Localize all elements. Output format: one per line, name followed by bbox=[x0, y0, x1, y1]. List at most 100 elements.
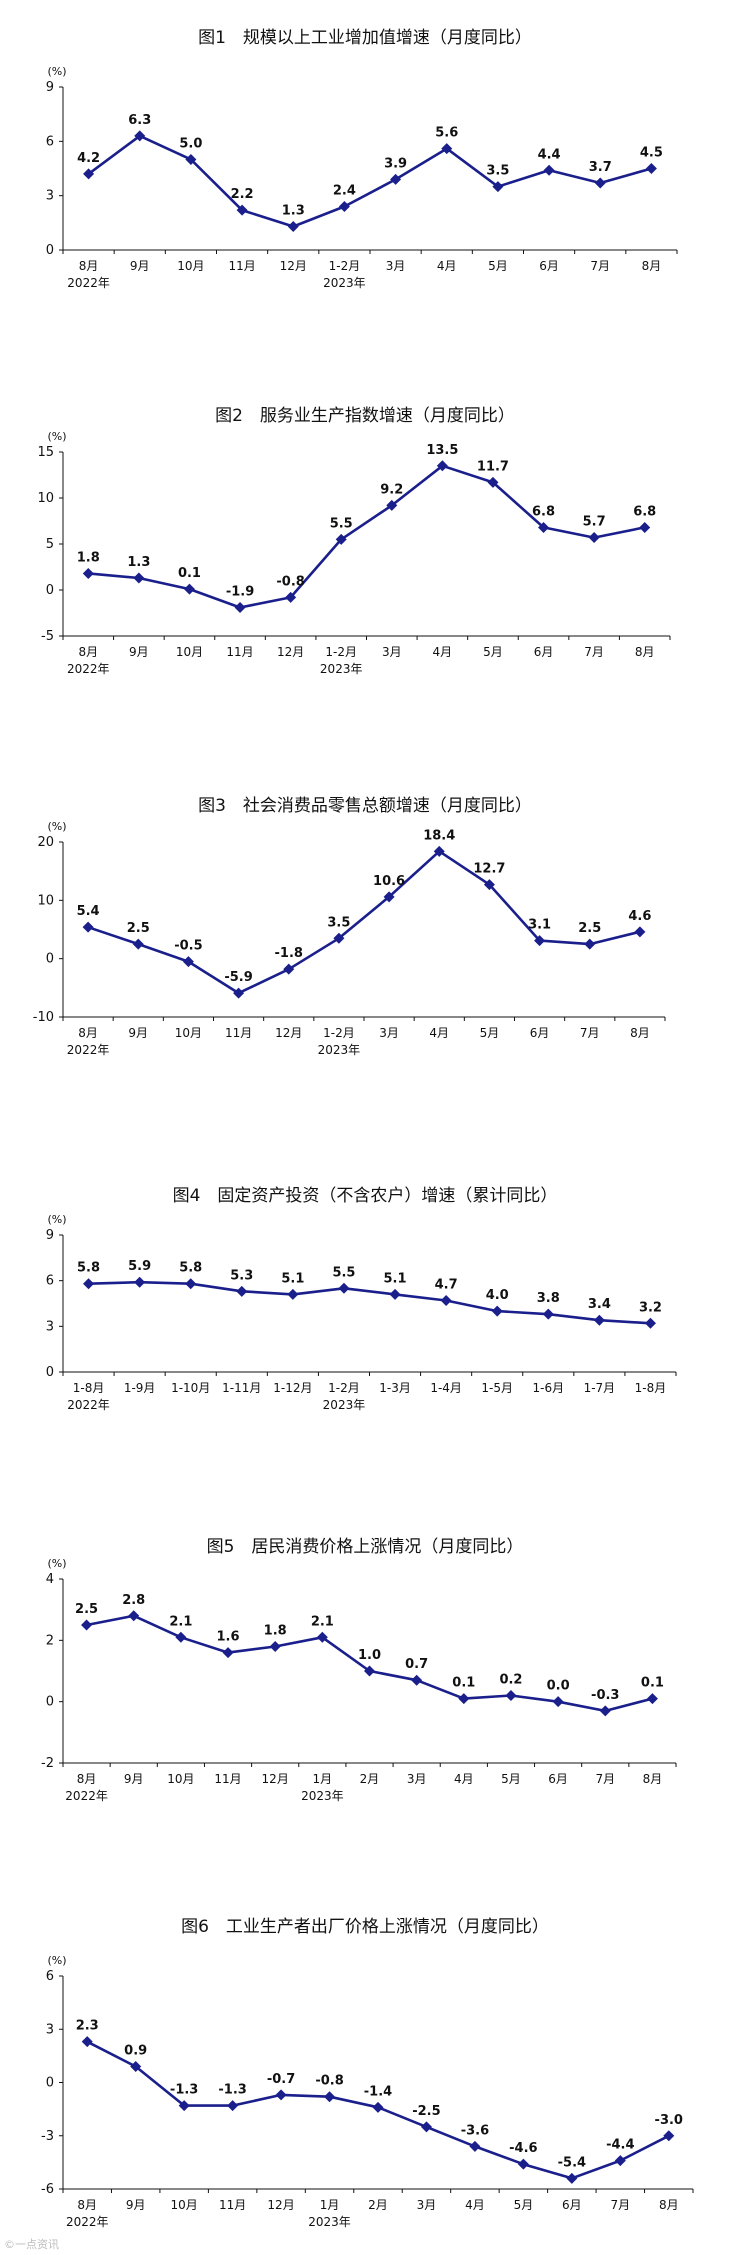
series-line bbox=[88, 464, 645, 609]
data-label: -3.6 bbox=[461, 2123, 489, 2138]
x-tick-label: 3月 bbox=[386, 259, 406, 273]
data-label: -0.7 bbox=[267, 2072, 295, 2087]
data-label: 2.5 bbox=[75, 1602, 98, 1617]
y-tick-label: 0 bbox=[46, 2076, 54, 2091]
x-tick-label: 1-10月 bbox=[171, 1381, 210, 1395]
data-label: 5.8 bbox=[179, 1261, 202, 1276]
chart-6: 图6 工业生产者出厂价格上涨情况（月度同比） (%) -6 -3 0 3 6 8月 9月 10月 1… bbox=[41, 1917, 694, 2229]
data-point bbox=[81, 2036, 93, 2048]
x-tick-label: 11月 bbox=[225, 1026, 252, 1040]
x-tick-label: 4月 bbox=[429, 1026, 449, 1040]
x-tick-label: 1-5月 bbox=[481, 1381, 513, 1395]
x-tick-label: 5月 bbox=[488, 259, 508, 273]
y-tick-label: 3 bbox=[46, 2022, 54, 2037]
x-tick-label: 1月 bbox=[313, 1772, 333, 1786]
x-tick-label: 8月 bbox=[643, 1772, 663, 1786]
y-tick-label: 3 bbox=[46, 1319, 54, 1334]
data-label: 1.8 bbox=[264, 1623, 287, 1638]
x-tick-label: 3月 bbox=[407, 1772, 427, 1786]
data-label: 0.1 bbox=[452, 1676, 475, 1691]
chart-4: 图4 固定资产投资（不含农户）增速（累计同比） (%) 0 3 6 9 1-8月 1-9月 1-… bbox=[46, 1186, 677, 1412]
x-tick-label: 7月 bbox=[610, 2198, 630, 2212]
chart-5: 图5 居民消费价格上涨情况（月度同比） (%) -2 0 2 4 8月 9月 10月 11月 12月… bbox=[41, 1537, 677, 1803]
data-point bbox=[433, 845, 445, 857]
year-label: 2023年 bbox=[301, 1789, 344, 1803]
series-line bbox=[87, 849, 641, 995]
y-tick-label: -6 bbox=[41, 2182, 54, 2197]
data-label: 4.6 bbox=[628, 909, 651, 924]
data-point bbox=[584, 938, 596, 950]
x-tick-label: 10月 bbox=[177, 259, 204, 273]
year-label: 2023年 bbox=[323, 276, 366, 290]
x-tick-label: 4月 bbox=[433, 645, 453, 659]
x-tick-label: 8月 bbox=[642, 259, 662, 273]
data-label: 2.8 bbox=[122, 1593, 145, 1608]
x-tick-label: 11月 bbox=[228, 259, 255, 273]
data-label: -3.0 bbox=[655, 2113, 683, 2128]
data-point bbox=[269, 1640, 281, 1652]
data-point bbox=[483, 879, 495, 891]
data-label: 5.1 bbox=[281, 1271, 304, 1286]
y-unit: (%) bbox=[47, 820, 66, 833]
data-label: -1.8 bbox=[275, 946, 303, 961]
data-point bbox=[83, 1278, 95, 1290]
y-tick-label: 6 bbox=[46, 134, 54, 149]
y-tick-label: 6 bbox=[46, 1969, 54, 1984]
data-point bbox=[316, 1631, 328, 1643]
data-label: -1.9 bbox=[226, 584, 254, 599]
data-label: 2.1 bbox=[311, 1614, 334, 1629]
x-tick-label: 5月 bbox=[501, 1772, 521, 1786]
data-label: 0.0 bbox=[547, 1679, 570, 1694]
x-tick-label: 11月 bbox=[226, 645, 253, 659]
x-tick-label: 1-9月 bbox=[124, 1381, 156, 1395]
data-point bbox=[566, 2172, 578, 2184]
data-label: -5.4 bbox=[558, 2155, 586, 2170]
y-tick-label: -2 bbox=[41, 1756, 54, 1771]
chart-title: 图1 规模以上工业增加值增速（月度同比） bbox=[198, 28, 532, 48]
year-label: 2023年 bbox=[320, 662, 363, 676]
data-label: 3.5 bbox=[486, 164, 509, 179]
y-tick-label: 0 bbox=[46, 952, 54, 967]
data-point bbox=[491, 1305, 503, 1317]
series-line bbox=[87, 134, 652, 228]
data-point bbox=[517, 2158, 529, 2170]
data-label: 5.7 bbox=[583, 515, 606, 530]
year-label: 2023年 bbox=[318, 1043, 361, 1057]
data-label: 10.6 bbox=[373, 874, 405, 889]
data-point bbox=[178, 2100, 190, 2112]
x-tick-label: 6月 bbox=[534, 645, 554, 659]
x-tick-label: 1-6月 bbox=[532, 1381, 564, 1395]
x-tick-label: 10月 bbox=[176, 645, 203, 659]
x-tick-label: 2月 bbox=[368, 2198, 388, 2212]
x-tick-label: 9月 bbox=[126, 2198, 146, 2212]
data-label: 5.6 bbox=[435, 126, 458, 141]
data-point bbox=[644, 1317, 656, 1329]
data-label: 0.2 bbox=[499, 1673, 522, 1688]
x-tick-label: 10月 bbox=[171, 2198, 198, 2212]
x-tick-label: 8月 bbox=[635, 645, 655, 659]
data-point bbox=[185, 1278, 197, 1290]
y-tick-label: -5 bbox=[41, 629, 54, 644]
x-tick-label: 1-2月 bbox=[329, 259, 361, 273]
y-tick-label: 10 bbox=[37, 491, 54, 506]
data-label: 0.1 bbox=[178, 566, 201, 581]
data-point bbox=[185, 153, 197, 165]
data-point bbox=[234, 601, 246, 613]
y-tick-label: 20 bbox=[37, 835, 54, 850]
data-point bbox=[133, 572, 145, 584]
data-label: 4.0 bbox=[486, 1288, 509, 1303]
x-tick-label: 12月 bbox=[275, 1026, 302, 1040]
data-point bbox=[182, 956, 194, 968]
data-label: 5.4 bbox=[77, 904, 100, 919]
data-point bbox=[538, 521, 550, 533]
data-label: 13.5 bbox=[426, 443, 458, 458]
y-tick-label: 0 bbox=[46, 583, 54, 598]
x-tick-label: 8月 bbox=[78, 1026, 98, 1040]
data-label: 5.3 bbox=[230, 1268, 253, 1283]
x-tick-label: 8月 bbox=[659, 2198, 679, 2212]
data-point bbox=[233, 987, 245, 999]
data-label: 11.7 bbox=[477, 459, 509, 474]
x-tick-label: 10月 bbox=[175, 1026, 202, 1040]
x-tick-label: 1-2月 bbox=[323, 1026, 355, 1040]
data-point bbox=[283, 963, 295, 975]
